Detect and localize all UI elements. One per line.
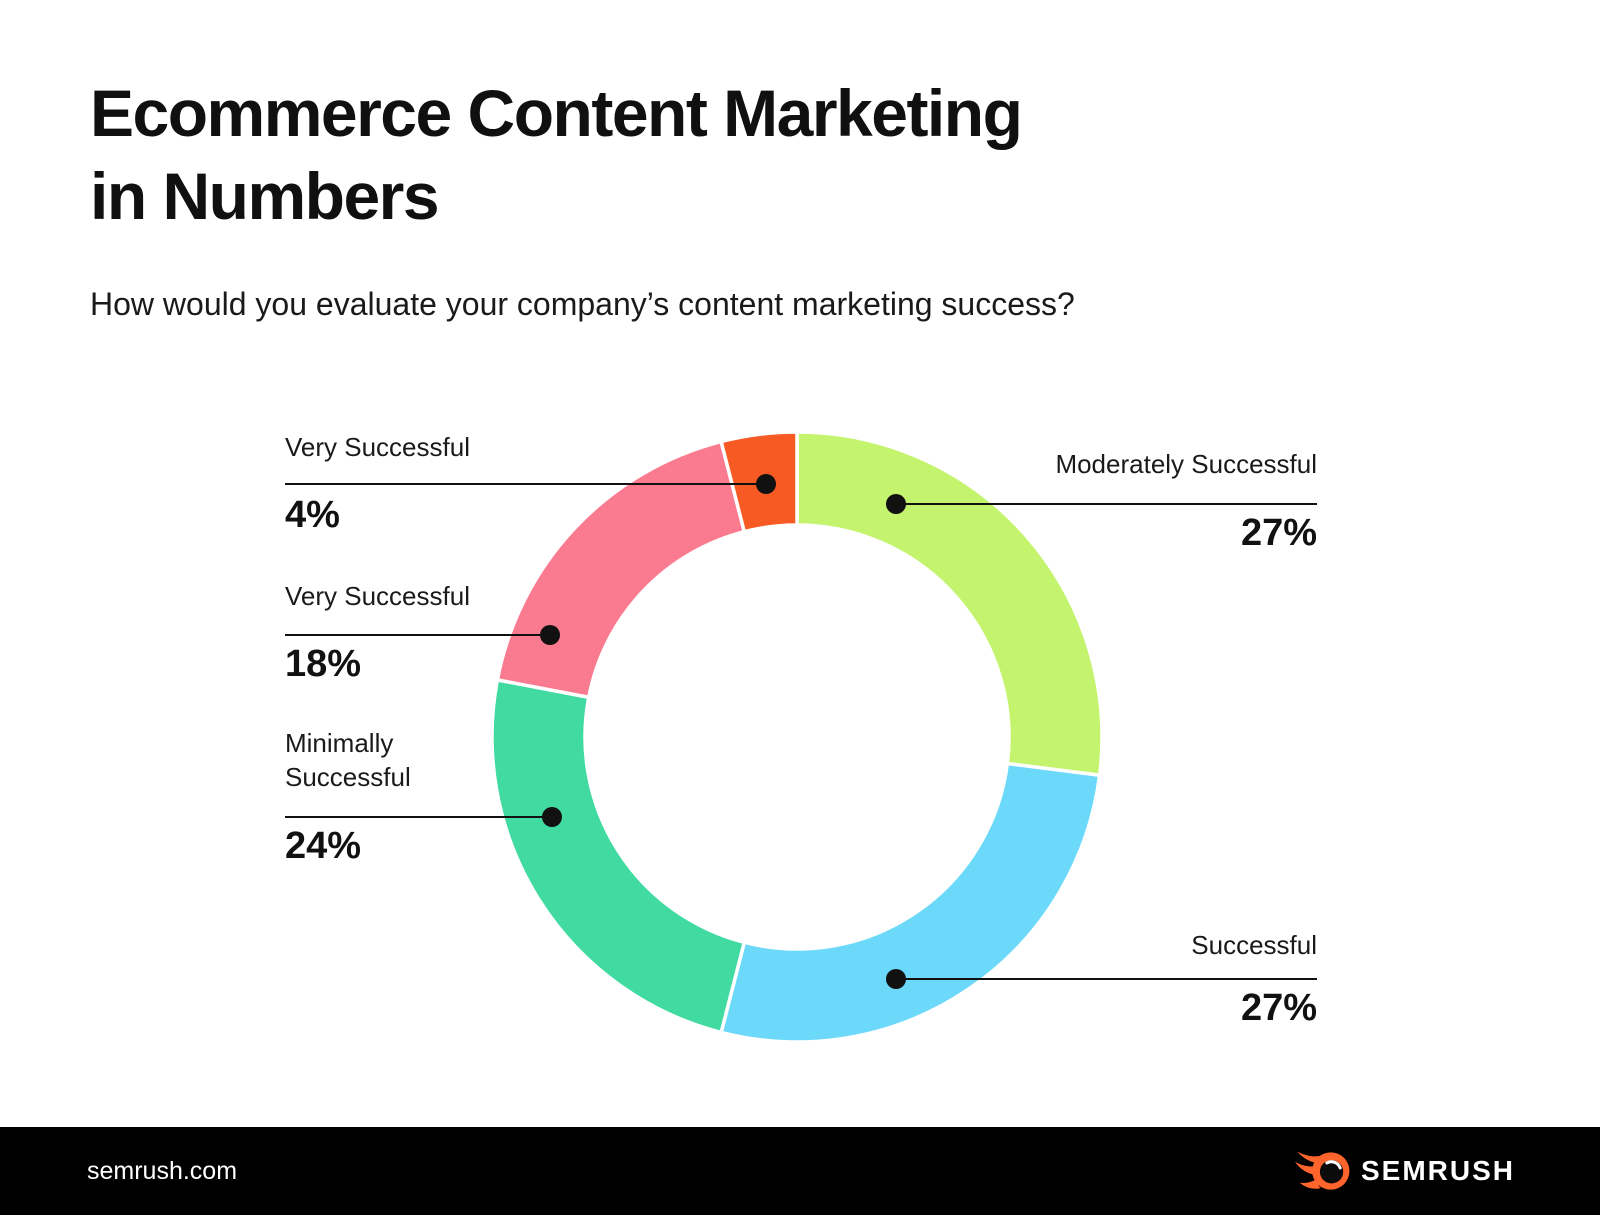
segment-label: Very Successful xyxy=(285,581,470,611)
callout-minimally-successful: Minimally Successful xyxy=(285,726,465,794)
callout-successful: Successful xyxy=(1191,928,1317,962)
chart-question-subtitle: How would you evaluate your company’s co… xyxy=(90,286,1075,322)
callout-minimally-successful-value: 24% xyxy=(285,825,361,869)
segment-label: Minimally Successful xyxy=(285,728,411,792)
callout-dot-very-successful-18 xyxy=(540,625,560,645)
segment-value: 27% xyxy=(1240,512,1317,554)
segment-value: 4% xyxy=(285,494,340,536)
segment-label: Moderately Successful xyxy=(1055,449,1317,479)
segment-value: 24% xyxy=(285,825,362,867)
semrush-wordmark: SEMRUSH xyxy=(1360,1155,1515,1186)
page-title: Ecommerce Content Marketing in Numbers xyxy=(90,76,1023,234)
semrush-flame-icon xyxy=(1294,1151,1350,1190)
segment-value: 27% xyxy=(1240,987,1317,1029)
callout-dot-successful xyxy=(886,969,906,989)
callout-very-successful-4: Very Successful xyxy=(285,430,470,464)
callout-lines xyxy=(285,483,1317,980)
segment-label: Successful xyxy=(1191,930,1317,960)
callout-moderately-successful-value: 27% xyxy=(1241,512,1317,556)
semrush-logo: SEMRUSH xyxy=(1294,1148,1515,1194)
donut-segments xyxy=(490,430,1104,1044)
donut-segment-minimally-successful-24 xyxy=(490,678,747,1035)
callout-successful-value: 27% xyxy=(1241,987,1317,1031)
donut-segment-moderately-successful-27 xyxy=(795,430,1104,777)
footer-site-url: semrush.com xyxy=(87,1156,238,1185)
callout-moderately-successful: Moderately Successful xyxy=(1055,447,1317,481)
callout-very-successful-18-value: 18% xyxy=(285,643,361,687)
segment-label: Very Successful xyxy=(285,432,470,462)
callout-dots xyxy=(540,474,906,989)
donut-segment-very-successful-18 xyxy=(495,439,747,700)
callout-dot-moderately-successful xyxy=(886,494,906,514)
callout-very-successful-4-value: 4% xyxy=(285,494,340,538)
callout-dot-very-successful-4 xyxy=(756,474,776,494)
callout-very-successful-18: Very Successful xyxy=(285,579,470,613)
segment-value: 18% xyxy=(285,643,362,685)
callout-dot-minimally-successful xyxy=(542,807,562,827)
footer-bar: semrush.com SEMRUSH xyxy=(0,1127,1600,1215)
donut-segment-successful-27 xyxy=(719,761,1102,1044)
